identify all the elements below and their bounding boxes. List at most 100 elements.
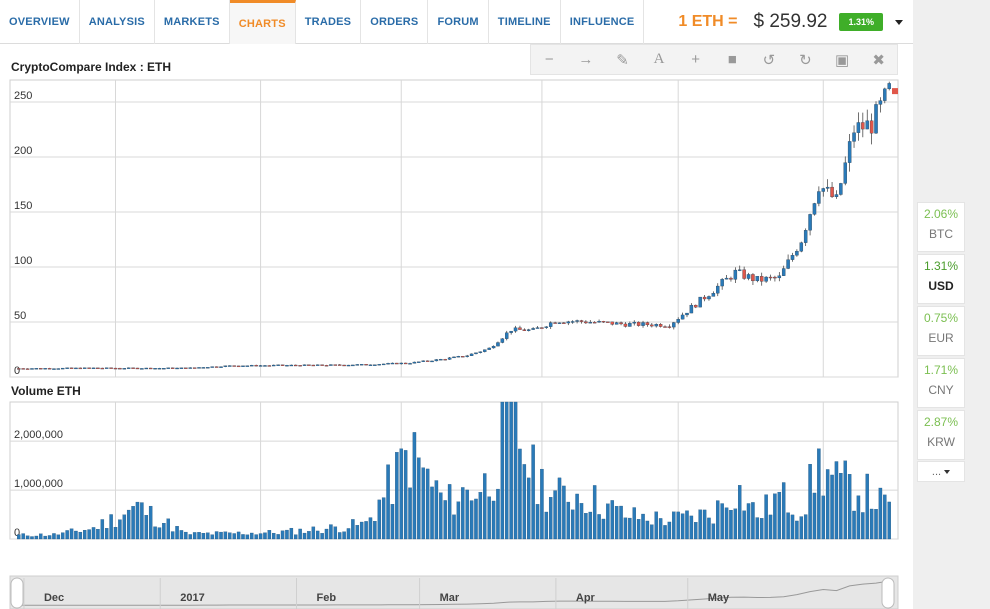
volume-bar[interactable] <box>623 517 628 540</box>
candle[interactable] <box>254 364 258 367</box>
candle[interactable] <box>518 327 522 330</box>
candle[interactable] <box>738 269 742 271</box>
volume-bar[interactable] <box>531 444 535 540</box>
candle[interactable] <box>109 367 113 369</box>
candle[interactable] <box>843 162 847 184</box>
candle[interactable] <box>324 365 329 367</box>
candle[interactable] <box>21 368 25 370</box>
volume-bar[interactable] <box>707 517 711 540</box>
candle[interactable] <box>34 368 39 370</box>
candle[interactable] <box>874 104 878 134</box>
volume-bar[interactable] <box>689 515 694 540</box>
volume-bar[interactable] <box>206 532 210 540</box>
candle[interactable] <box>469 353 474 356</box>
volume-bar[interactable] <box>175 526 179 540</box>
volume-bar[interactable] <box>465 489 469 540</box>
volume-bar[interactable] <box>403 450 408 540</box>
volume-bar[interactable] <box>307 531 311 540</box>
candle[interactable] <box>355 364 360 366</box>
candle[interactable] <box>192 367 197 369</box>
tab-charts[interactable]: CHARTS <box>229 0 296 44</box>
volume-bar[interactable] <box>56 534 61 540</box>
candle[interactable] <box>535 327 540 329</box>
candle[interactable] <box>294 364 298 367</box>
candle[interactable] <box>245 365 250 367</box>
candle[interactable] <box>676 319 680 323</box>
volume-bar[interactable] <box>214 531 219 540</box>
volume-bar[interactable] <box>113 527 118 540</box>
volume-bar[interactable] <box>694 522 698 540</box>
volume-bar[interactable] <box>874 509 878 540</box>
volume-bar[interactable] <box>162 523 166 540</box>
volume-bar[interactable] <box>610 500 614 540</box>
volume-bar[interactable] <box>672 511 676 540</box>
candle[interactable] <box>25 368 30 370</box>
volume-bar[interactable] <box>601 518 606 540</box>
candle[interactable] <box>658 324 663 327</box>
volume-bar[interactable] <box>716 500 720 540</box>
candle[interactable] <box>135 367 140 370</box>
volume-bar[interactable] <box>562 485 566 540</box>
volume-bar[interactable] <box>96 529 100 540</box>
volume-bar[interactable] <box>540 468 544 540</box>
candle[interactable] <box>812 203 817 215</box>
candle[interactable] <box>575 320 579 322</box>
candle[interactable] <box>632 321 636 324</box>
volume-bar[interactable] <box>658 518 663 540</box>
candle[interactable] <box>122 368 127 370</box>
price-chart[interactable]: 0 50 100 150 200 250 0 1,000,000 2,000,000 Dec 201… <box>0 0 913 609</box>
candle[interactable] <box>118 367 122 370</box>
candle[interactable] <box>619 322 623 325</box>
volume-bar[interactable] <box>315 530 320 540</box>
candle[interactable] <box>584 321 588 324</box>
volume-bar[interactable] <box>17 534 21 540</box>
candle[interactable] <box>667 326 672 328</box>
candle[interactable] <box>825 186 830 189</box>
volume-bar[interactable] <box>795 520 799 540</box>
volume-bar[interactable] <box>373 521 377 540</box>
volume-bar[interactable] <box>553 490 557 540</box>
volume-bar[interactable] <box>777 491 782 540</box>
candle[interactable] <box>702 296 707 300</box>
volume-bar[interactable] <box>219 531 223 540</box>
volume-bar[interactable] <box>355 525 360 540</box>
volume-bar[interactable] <box>104 528 109 540</box>
volume-bar[interactable] <box>170 531 175 540</box>
volume-bar[interactable] <box>456 501 461 540</box>
volume-bar[interactable] <box>74 530 78 540</box>
candle[interactable] <box>359 364 364 366</box>
candle[interactable] <box>474 352 478 355</box>
candle[interactable] <box>434 359 439 362</box>
candle[interactable] <box>346 364 351 367</box>
volume-bar[interactable] <box>39 533 43 540</box>
candle[interactable] <box>131 367 135 369</box>
volume-bar[interactable] <box>122 514 127 540</box>
tab-forum[interactable]: FORUM <box>428 0 489 44</box>
candle[interactable] <box>773 276 777 279</box>
candle[interactable] <box>337 364 342 366</box>
candle[interactable] <box>694 304 698 308</box>
volume-bar[interactable] <box>773 493 777 540</box>
candle[interactable] <box>610 321 614 325</box>
volume-bar[interactable] <box>254 534 258 540</box>
tab-overview[interactable]: OVERVIEW <box>0 0 80 44</box>
volume-bar[interactable] <box>817 448 821 540</box>
candle[interactable] <box>17 368 21 370</box>
candle[interactable] <box>289 364 294 367</box>
volume-bar[interactable] <box>821 495 825 540</box>
volume-bar[interactable] <box>592 485 597 540</box>
candle[interactable] <box>641 322 645 326</box>
candle[interactable] <box>298 365 302 367</box>
candle[interactable] <box>839 183 843 195</box>
volume-bar[interactable] <box>557 477 562 540</box>
candle[interactable] <box>685 312 689 316</box>
volume-bar[interactable] <box>843 460 847 540</box>
candle[interactable] <box>175 367 179 370</box>
volume-bar[interactable] <box>597 514 601 540</box>
volume-bar[interactable] <box>153 526 157 540</box>
volume-bar[interactable] <box>91 527 96 540</box>
candle[interactable] <box>588 322 593 324</box>
volume-bar[interactable] <box>157 527 162 540</box>
candle[interactable] <box>302 364 307 366</box>
volume-bar[interactable] <box>78 531 83 540</box>
